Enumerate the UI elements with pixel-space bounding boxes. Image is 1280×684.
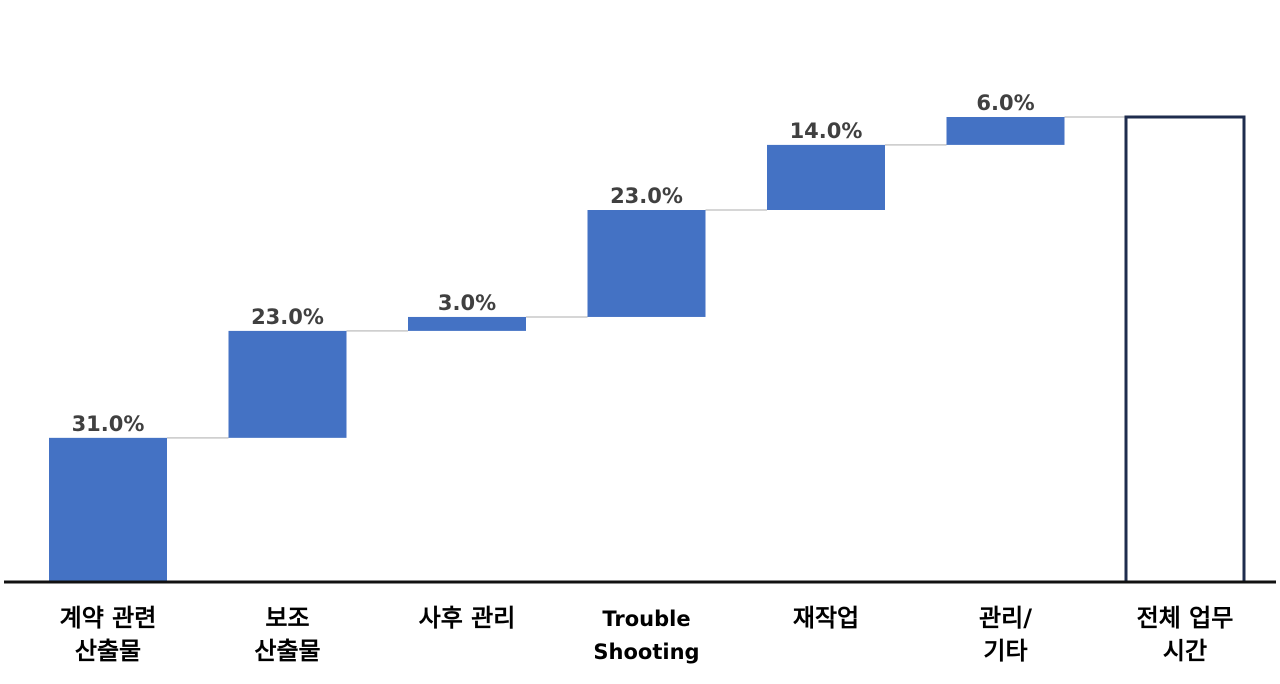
category-label-4: Trouble Shooting [593, 607, 699, 664]
bar-4 [587, 210, 706, 317]
data-label-5: 14.0% [790, 119, 863, 143]
category-label-line: 보조 [265, 604, 309, 632]
bar-5 [767, 144, 885, 210]
bar-6 [946, 117, 1065, 145]
category-label-line: Shooting [593, 640, 699, 664]
data-label-4: 23.0% [610, 184, 683, 208]
category-label-line: 기타 [983, 637, 1027, 665]
bar-2 [228, 330, 347, 438]
category-label-line: 시간 [1163, 637, 1207, 665]
category-label-line: 산출물 [254, 637, 320, 665]
category-label-6: 관리/기타 [979, 604, 1032, 665]
data-label-1: 31.0% [72, 412, 145, 436]
bar-total [1124, 115, 1246, 584]
category-label-line: 전체 업무 [1137, 604, 1234, 632]
category-label-line: 산출물 [75, 637, 141, 665]
bar-1 [49, 437, 167, 582]
category-label-5: 재작업 [793, 604, 859, 632]
bar-3 [408, 316, 526, 331]
data-label-6: 6.0% [976, 91, 1034, 115]
data-label-3: 3.0% [438, 291, 496, 315]
category-label-line: 관리/ [979, 604, 1032, 632]
category-label-line: Trouble [602, 607, 690, 631]
category-label-3: 사후 관리 [419, 604, 516, 632]
connector-lines [167, 116, 1126, 439]
data-label-2: 23.0% [251, 305, 324, 329]
category-label-line: 재작업 [793, 604, 859, 632]
category-label-line: 사후 관리 [419, 604, 516, 632]
chart-bars [49, 115, 1246, 584]
category-label-line: 계약 관련 [60, 604, 157, 632]
data-labels: 31.0% 23.0% 3.0% 23.0% 14.0% 6.0% [72, 91, 1035, 436]
